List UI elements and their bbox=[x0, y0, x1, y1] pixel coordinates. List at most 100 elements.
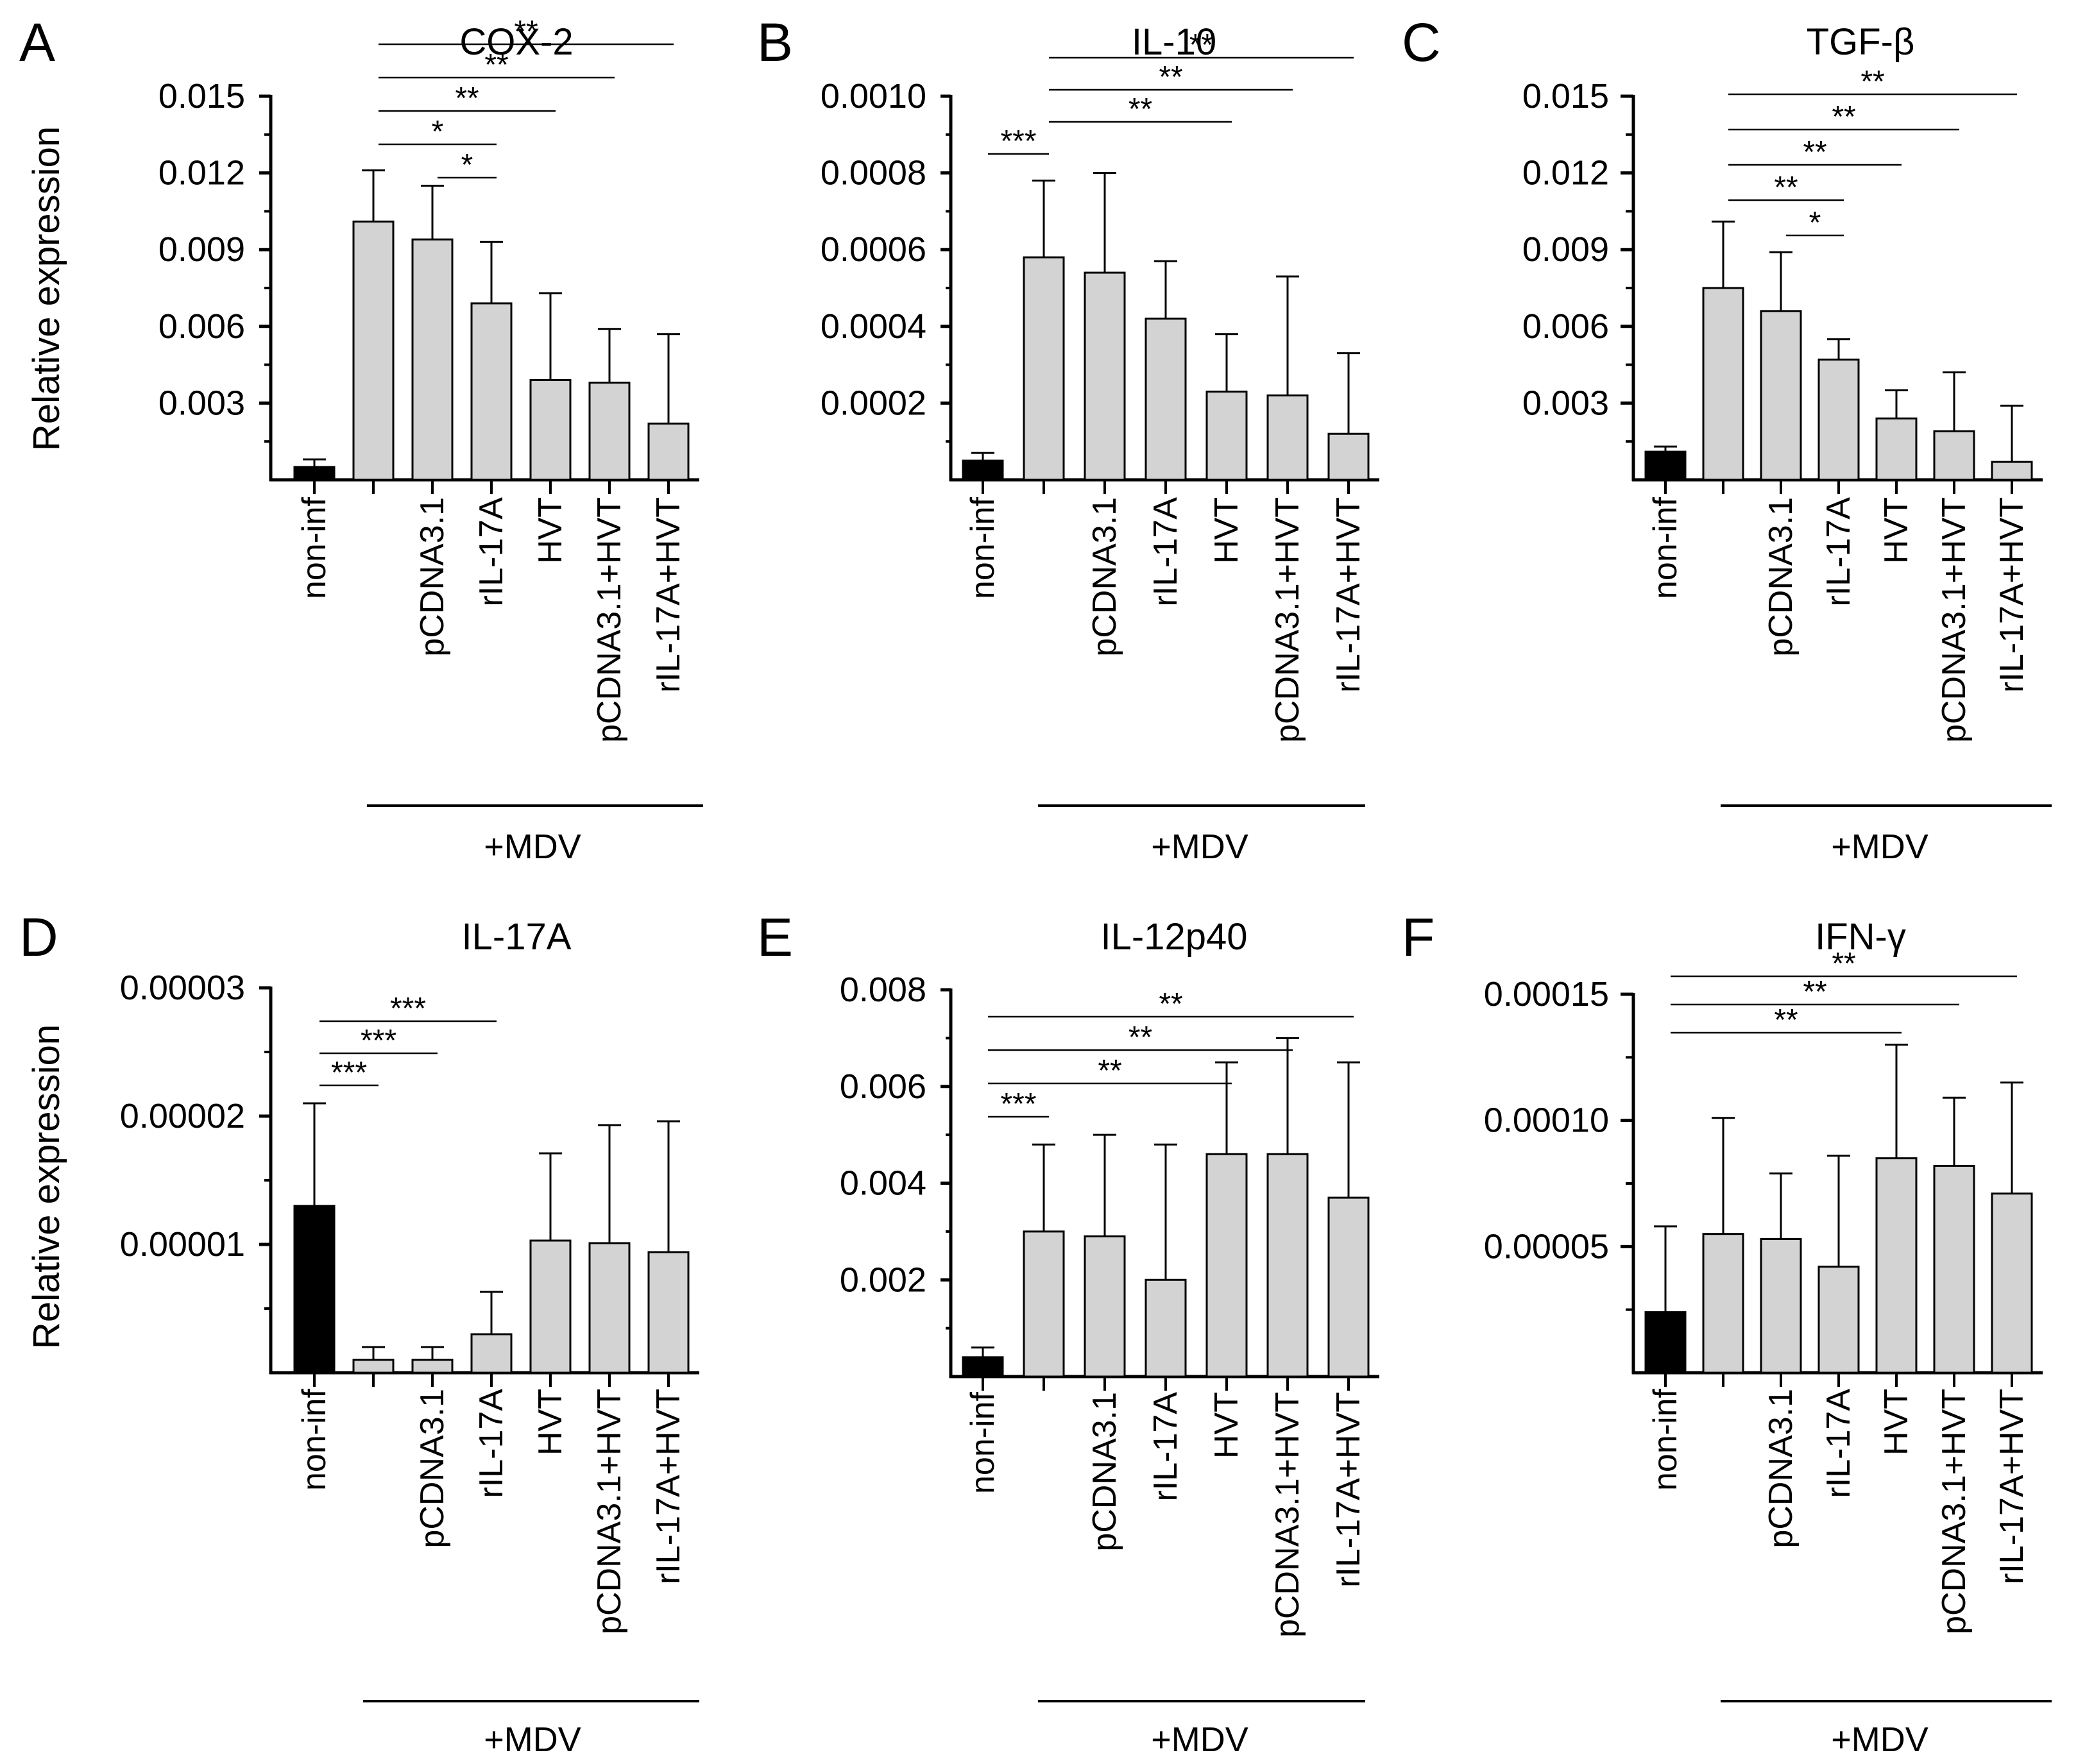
x-tick-label: HVT bbox=[1208, 1392, 1245, 1459]
x-tick-label: rIL-17A+HVT bbox=[1993, 1389, 2030, 1584]
y-tick-label: 0.009 bbox=[1522, 230, 1609, 269]
bar bbox=[1084, 271, 1126, 481]
x-tick-label: rIL-17A bbox=[1820, 1389, 1857, 1498]
x-tick-label: pCDNA3.1+HVT bbox=[591, 497, 628, 743]
bar bbox=[588, 382, 631, 481]
significance-label: *** bbox=[1000, 1087, 1036, 1121]
mdv-group-label: +MDV bbox=[484, 827, 581, 866]
panel-letter: C bbox=[1402, 12, 1441, 72]
chart-title: IL-17A bbox=[462, 916, 572, 958]
x-tick-label: pCDNA3.1 bbox=[414, 1389, 451, 1548]
x-tick-label: rIL-17A bbox=[473, 497, 510, 607]
significance-label: ** bbox=[484, 48, 508, 82]
y-tick-label: 0.008 bbox=[840, 971, 926, 1009]
y-tick-label: 0.0002 bbox=[821, 384, 926, 422]
y-tick-label: 0.00010 bbox=[1484, 1101, 1609, 1140]
bar bbox=[1760, 310, 1802, 481]
x-tick-label: pCDNA3.1+HVT bbox=[1269, 497, 1306, 743]
x-tick-label: non-inf bbox=[296, 496, 333, 599]
bar bbox=[1327, 1196, 1370, 1378]
bar bbox=[293, 466, 336, 481]
bar bbox=[1875, 1157, 1918, 1374]
x-tick-label: HVT bbox=[1878, 1389, 1915, 1455]
bar bbox=[1817, 1266, 1860, 1374]
significance-label: ** bbox=[1159, 987, 1182, 1021]
y-tick-label: 0.00005 bbox=[1484, 1227, 1609, 1266]
x-tick-label: pCDNA3.1+HVT bbox=[1269, 1392, 1306, 1638]
bar bbox=[1084, 1235, 1126, 1378]
mdv-group-label: +MDV bbox=[1151, 1720, 1248, 1759]
x-tick-label: pCDNA3.1+HVT bbox=[591, 1389, 628, 1634]
significance-label: ** bbox=[1803, 135, 1826, 169]
panel-letter: F bbox=[1402, 907, 1434, 967]
bar bbox=[1145, 318, 1187, 481]
x-tick-label: rIL-17A bbox=[1147, 497, 1184, 607]
bar bbox=[529, 379, 572, 481]
y-tick-label: 0.0008 bbox=[821, 154, 926, 192]
bar bbox=[1266, 394, 1309, 481]
bar bbox=[411, 1359, 454, 1374]
x-tick-label: non-inf bbox=[1647, 496, 1684, 599]
bar bbox=[962, 459, 1004, 481]
x-tick-label: pCDNA3.1 bbox=[1086, 497, 1123, 657]
y-tick-label: 0.003 bbox=[158, 384, 245, 422]
significance-label: ** bbox=[1832, 100, 1855, 134]
bar bbox=[1023, 1230, 1065, 1378]
x-tick-label: pCDNA3.1 bbox=[1762, 1389, 1800, 1548]
y-tick-label: 0.003 bbox=[1522, 384, 1609, 422]
y-tick-label: 0.015 bbox=[158, 77, 245, 115]
panel-b: B IL-10 0.0002 0.0004 0.0006 0.0008 0.0010 non-… bbox=[757, 12, 1379, 866]
bar bbox=[1644, 1311, 1687, 1374]
significance-label: ** bbox=[1774, 171, 1798, 205]
bar bbox=[1991, 461, 2033, 481]
significance-label: ** bbox=[1774, 1003, 1798, 1037]
bar bbox=[1933, 1164, 1975, 1374]
chart-title: TGF-β bbox=[1807, 21, 1915, 63]
y-tick-label: 0.004 bbox=[840, 1164, 926, 1203]
significance-label: ** bbox=[1159, 60, 1182, 94]
significance-label: *** bbox=[331, 1056, 367, 1090]
x-tick-label: rIL-17A bbox=[1820, 497, 1857, 607]
panel-e: E IL-12p40 0.002 0.004 0.006 0.008 non-inf pCDN… bbox=[757, 907, 1379, 1759]
panel-letter: A bbox=[19, 12, 55, 72]
mdv-group-label: +MDV bbox=[1151, 827, 1248, 866]
x-tick-label: pCDNA3.1 bbox=[1762, 497, 1800, 657]
x-tick-label: HVT bbox=[532, 1389, 569, 1455]
panel-d: D IL-17A Relative expression 0.00001 0.00002… bbox=[19, 907, 699, 1759]
significance-label: ** bbox=[1128, 92, 1152, 126]
panel-a: A COX-2 Relative expression 0.003 0.006 0.009… bbox=[19, 12, 703, 866]
significance-label: ** bbox=[1189, 28, 1213, 62]
x-tick-label: rIL-17A+HVT bbox=[1330, 497, 1367, 693]
significance-label: * bbox=[432, 115, 444, 149]
x-tick-label: pCDNA3.1+HVT bbox=[1936, 1389, 1973, 1634]
bar bbox=[352, 220, 395, 481]
y-tick-label: 0.0004 bbox=[821, 307, 926, 346]
mdv-group-label: +MDV bbox=[1831, 827, 1928, 866]
panel-letter: E bbox=[757, 907, 793, 967]
y-tick-label: 0.0006 bbox=[821, 230, 926, 269]
chart-title: COX-2 bbox=[459, 21, 573, 63]
bar bbox=[1205, 1153, 1248, 1378]
significance-label: ** bbox=[1098, 1054, 1121, 1088]
chart-title: IL-12p40 bbox=[1101, 916, 1248, 958]
x-tick-label: rIL-17A+HVT bbox=[650, 1389, 687, 1584]
y-tick-label: 0.006 bbox=[1522, 307, 1609, 346]
y-tick-label: 0.006 bbox=[158, 307, 245, 346]
y-tick-label: 0.00003 bbox=[120, 969, 245, 1007]
significance-label: *** bbox=[361, 1024, 396, 1058]
y-tick-label: 0.00002 bbox=[120, 1097, 245, 1135]
panel-letter: D bbox=[19, 907, 58, 967]
y-tick-label: 0.00015 bbox=[1484, 975, 1609, 1013]
chart-title: IL-10 bbox=[1132, 21, 1216, 63]
significance-label: * bbox=[461, 148, 473, 182]
x-tick-label: non-inf bbox=[964, 1391, 1001, 1494]
significance-label: ** bbox=[1832, 947, 1855, 981]
x-tick-label: rIL-17A+HVT bbox=[1993, 497, 2030, 693]
bar bbox=[1145, 1278, 1187, 1378]
mdv-group-label: +MDV bbox=[1831, 1720, 1928, 1759]
significance-label: *** bbox=[390, 992, 426, 1026]
significance-label: ** bbox=[1128, 1021, 1152, 1055]
y-tick-label: 0.00001 bbox=[120, 1225, 245, 1264]
bar bbox=[1760, 1238, 1802, 1374]
significance-label: ** bbox=[1803, 975, 1826, 1009]
